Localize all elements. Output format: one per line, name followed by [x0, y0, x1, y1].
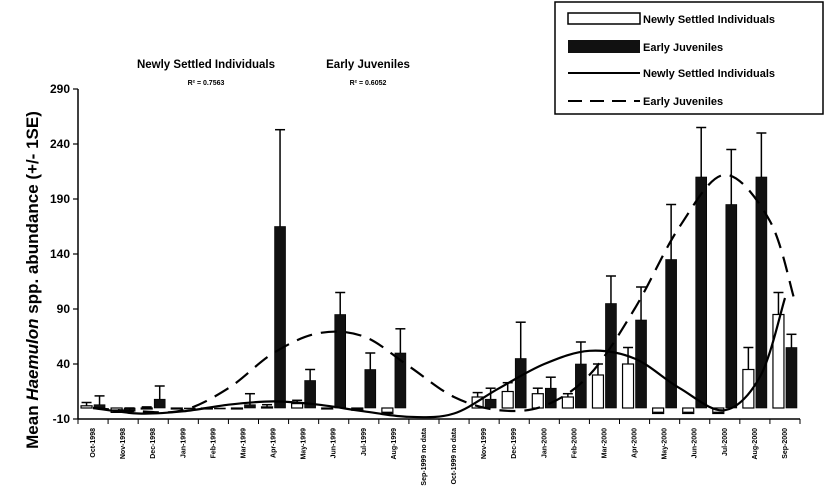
bar-newly-settled — [321, 407, 334, 410]
legend-symbol-filled-bar — [568, 40, 640, 53]
x-category-label: Dec-1998 — [150, 428, 157, 459]
svg-text:Mean Haemulon spp. abundance (: Mean Haemulon spp. abundance (+/- 1SE) — [23, 111, 42, 449]
x-category-label: Jul-2000 — [722, 428, 729, 456]
bar-newly-settled — [561, 396, 574, 409]
bar-early-juveniles — [605, 303, 617, 409]
y-tick-label: 140 — [50, 247, 70, 261]
bar-newly-settled — [170, 407, 183, 410]
bar-early-juveniles — [364, 369, 377, 409]
bar-early-juveniles — [244, 404, 256, 409]
y-axis-label: Mean Haemulon spp. abundance (+/- 1SE) — [23, 111, 42, 449]
bar-newly-settled — [230, 407, 244, 410]
x-category-label: Dec-1999 — [511, 428, 518, 459]
x-category-label: Mar-2000 — [601, 428, 608, 458]
bar-newly-settled — [531, 393, 544, 409]
x-category-label: Oct-1998 — [90, 428, 97, 458]
y-tick-label: -10 — [53, 412, 71, 426]
trendline-newly-settled — [92, 297, 787, 419]
x-category-label: Nov-1998 — [120, 428, 127, 459]
bar-early-juveniles — [334, 314, 347, 409]
y-tick-label: 190 — [50, 192, 70, 206]
x-category-label: May-2000 — [662, 428, 669, 460]
legend-label-newly-settled-line: Newly Settled Individuals — [643, 68, 775, 80]
bar-early-juveniles — [153, 398, 166, 409]
bar-early-juveniles — [695, 176, 708, 409]
bar-early-juveniles — [725, 204, 738, 409]
annotation-newly-settled-title: Newly Settled Individuals — [137, 59, 275, 71]
legend-label-early-juveniles-line: Early Juveniles — [643, 96, 723, 108]
x-category-label: Apr-2000 — [632, 428, 639, 458]
y-tick-label: 240 — [50, 137, 70, 151]
x-category-label: Apr-1999 — [271, 428, 278, 458]
plot-area: -10 40 90 140 190 240 290 Oct-1998 Nov-1998 Dec-1… — [50, 82, 801, 486]
bar-newly-settled — [501, 390, 514, 409]
legend-label-newly-settled-bar: Newly Settled Individuals — [643, 14, 775, 26]
annotation-early-juveniles-r2: R² = 0.6052 — [350, 80, 387, 87]
bar-newly-settled — [140, 407, 153, 410]
y-tick-label: 290 — [50, 82, 70, 96]
bar-newly-settled — [621, 363, 635, 409]
bar-newly-settled — [772, 313, 785, 409]
legend-label-early-juveniles-bar: Early Juveniles — [643, 42, 723, 54]
x-category-label: Feb-1999 — [210, 428, 217, 458]
y-tick-label: 40 — [57, 357, 71, 371]
annotation-newly-settled-r2: R² = 0.7563 — [188, 80, 225, 87]
x-category-label: Jun-2000 — [692, 428, 699, 458]
bar-early-juveniles — [544, 387, 557, 409]
x-category-label: Jun-1999 — [331, 428, 338, 458]
x-category-label: Jan-1999 — [180, 428, 187, 458]
x-category-label: Feb-2000 — [571, 428, 578, 458]
bar-newly-settled — [260, 406, 274, 409]
legend-symbol-open-bar — [567, 12, 641, 25]
y-tick-label: 90 — [57, 302, 71, 316]
x-category-label: Mar-1999 — [240, 428, 247, 458]
x-category-label: Nov-1999 — [481, 428, 488, 459]
bar-early-juveniles — [785, 347, 798, 409]
x-category-label: May-1999 — [301, 428, 308, 460]
bar-newly-settled — [80, 405, 93, 409]
bar-early-juveniles — [214, 407, 226, 410]
bar-early-juveniles — [183, 407, 196, 410]
x-category-label: Aug-2000 — [752, 428, 759, 460]
bar-newly-settled — [291, 403, 304, 409]
legend: Newly Settled Individuals Early Juvenile… — [554, 1, 824, 115]
trendline-early-juveniles — [92, 173, 796, 414]
bar-early-juveniles — [484, 398, 497, 409]
annotation-newly-settled: Newly Settled Individuals R² = 0.7563 — [137, 59, 275, 87]
x-category-label: Oct-1999 no data — [451, 428, 458, 485]
x-category-label: Jan-2000 — [541, 428, 548, 458]
x-category-label: Aug-1999 — [391, 428, 398, 460]
bar-early-juveniles — [514, 358, 527, 409]
annotation-early-juveniles-title: Early Juveniles — [326, 59, 410, 71]
x-category-label: Sep-1999 no data — [421, 428, 428, 486]
bar-newly-settled — [591, 374, 605, 409]
x-category-label: Sep-2000 — [782, 428, 789, 459]
annotation-early-juveniles: Early Juveniles R² = 0.6052 — [326, 59, 410, 87]
bar-early-juveniles — [274, 226, 286, 409]
x-category-label: Jul-1999 — [361, 428, 368, 456]
